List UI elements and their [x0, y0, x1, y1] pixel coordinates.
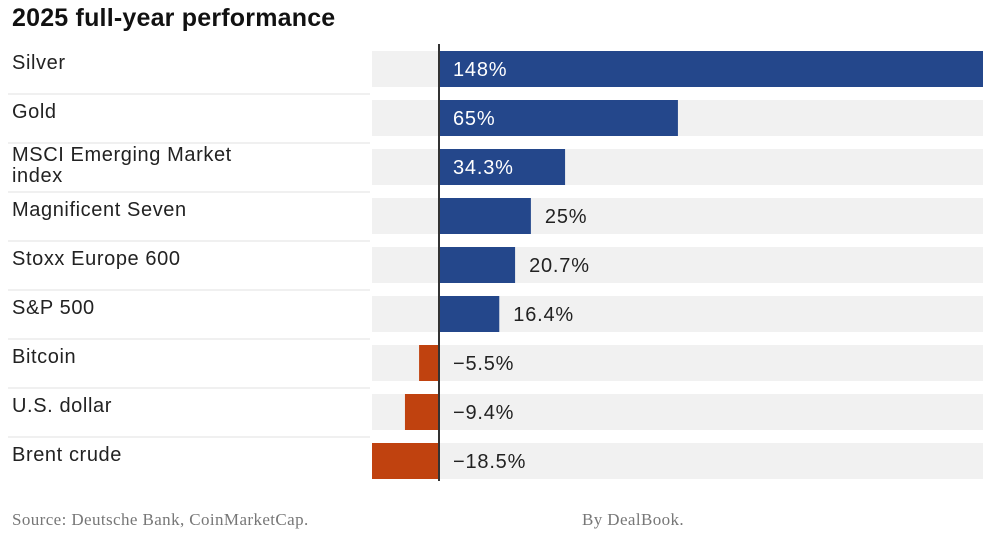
value-label: −9.4%	[453, 402, 514, 424]
bar	[372, 443, 439, 479]
bar	[439, 296, 500, 332]
value-label: −5.5%	[453, 353, 514, 375]
row-track	[372, 394, 983, 430]
bar	[419, 345, 439, 381]
category-label: Magnificent Seven	[12, 199, 187, 221]
bar	[439, 247, 516, 283]
value-label: 16.4%	[513, 304, 574, 326]
bar	[439, 149, 566, 185]
source-note: Source: Deutsche Bank, CoinMarketCap.	[12, 510, 309, 529]
bars	[372, 51, 983, 479]
bar	[439, 51, 983, 87]
category-label: Stoxx Europe 600	[12, 248, 181, 270]
category-label: U.S. dollar	[12, 395, 112, 417]
category-label: index	[12, 165, 63, 187]
row-track	[372, 345, 983, 381]
value-label: 148%	[453, 59, 507, 81]
category-label: Gold	[12, 101, 57, 123]
value-label: 25%	[545, 206, 587, 228]
value-label: 65%	[453, 108, 495, 130]
bar	[404, 394, 439, 430]
value-label: 34.3%	[453, 157, 514, 179]
category-label: Brent crude	[12, 444, 122, 466]
bar	[439, 198, 531, 234]
chart-title: 2025 full-year performance	[12, 4, 336, 32]
row-track	[372, 443, 983, 479]
category-label: MSCI Emerging Market	[12, 144, 232, 166]
category-label: S&P 500	[12, 297, 95, 319]
category-label: Silver	[12, 52, 66, 74]
labels: Silver 148% Gold 65% MSCI Emerging Marketind…	[12, 52, 590, 473]
value-label: 20.7%	[529, 255, 590, 277]
credit-note: By DealBook.	[582, 510, 685, 529]
value-label: −18.5%	[453, 451, 526, 473]
bar	[439, 100, 678, 136]
category-label: Bitcoin	[12, 346, 76, 368]
